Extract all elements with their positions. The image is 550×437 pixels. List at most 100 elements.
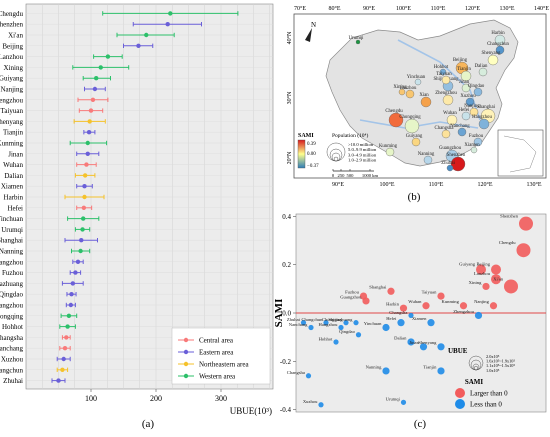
map-longitude-ticks-bottom: 90°E 100°E 110°E 120°E 130°E	[332, 181, 542, 188]
inset-outline	[503, 135, 537, 173]
legend-label: Western area	[199, 373, 236, 381]
city-scatter-point	[437, 292, 445, 300]
map-city-label: Changsha	[435, 126, 455, 131]
legend-label: Central area	[199, 337, 234, 345]
city-point	[98, 65, 103, 70]
city-label: Tianjin	[3, 129, 23, 137]
map-sami-legend: SAMI 0.39 0.00 −0.37	[297, 133, 319, 169]
sami-colorbar	[297, 139, 306, 169]
city-scatter-point	[519, 216, 533, 231]
city-scatter-point	[353, 320, 359, 326]
map-city-label: Beijing	[453, 58, 468, 63]
city-scatter-point	[482, 282, 490, 291]
city-scatter-label: Nanning	[366, 364, 383, 369]
city-label: Guangzhou	[0, 258, 23, 266]
yellow-river	[397, 39, 481, 121]
city-scatter-point	[427, 319, 435, 327]
map-city-label: Hefei	[459, 108, 470, 113]
longitude-tick-label: 120°E	[465, 5, 480, 12]
longitude-tick-label: 130°E	[526, 181, 541, 188]
panel-c-points	[300, 216, 533, 408]
city-point	[85, 151, 90, 156]
city-label: Nanning	[0, 248, 23, 256]
map-city-label: Shanghai	[477, 105, 496, 110]
city-label: Yinchuan	[0, 215, 23, 223]
population-legend-title: Population (10⁴)	[332, 132, 368, 139]
map-city-label: Xian	[419, 93, 429, 98]
map-city-label: Jinan	[459, 80, 470, 85]
city-label: Shenyang	[0, 118, 23, 126]
city-scatter-label: Xining	[469, 280, 482, 285]
map-city-marker	[446, 164, 454, 172]
map-city-label: Tianjin	[457, 67, 471, 72]
map-city-markers: Urumqi Harbin Changchun Shenyang Hohhot Dalia…	[349, 31, 510, 172]
city-scatter-point	[408, 312, 414, 319]
city-point	[56, 378, 61, 383]
city-point	[88, 108, 94, 113]
map-city-marker	[388, 112, 404, 128]
map-city-marker	[441, 75, 451, 85]
city-label: Nanjing	[0, 86, 23, 94]
city-point	[61, 356, 66, 362]
north-arrow: N	[305, 21, 316, 42]
city-scatter-label: Guangzhou	[340, 294, 362, 299]
north-arrow-icon	[305, 28, 312, 42]
panel-a-marks	[51, 11, 239, 383]
city-label: Fuzhou	[2, 269, 24, 277]
map-city-marker	[355, 39, 361, 45]
longitude-tick-label: 100°E	[396, 5, 411, 12]
city-point	[64, 335, 69, 340]
map-city-label: Nanchang	[450, 124, 470, 129]
city-label: Hangzhou	[0, 302, 23, 310]
panel-a-x-tick-label: 300	[215, 394, 227, 403]
map-city-marker	[461, 83, 471, 93]
sami-color-legend-marker	[455, 399, 465, 409]
panel-a-dot-plot: Chengdu Shenzhen Xi'an Beijing Lanzhou Xining…	[0, 3, 274, 430]
panel-a-city-labels: Chengdu Shenzhen Xi'an Beijing Lanzhou Xining…	[0, 10, 24, 385]
map-city-marker	[461, 111, 471, 121]
panel-b-map: 70°E 80°E 90°E 100°E 110°E 120°E 130°E 140°E 90…	[286, 5, 549, 203]
city-scatter-point	[437, 367, 445, 375]
city-scatter-label: Dalian	[394, 335, 407, 340]
sami-legend-mid: 0.00	[307, 152, 316, 157]
map-city-label: Hohhot	[434, 65, 449, 70]
latitude-tick-label: 20°N	[286, 151, 293, 164]
population-class-label: 3.0–4.9 million	[348, 152, 377, 157]
map-city-marker	[450, 156, 466, 172]
city-label: Jinan	[8, 150, 23, 158]
longitude-tick-label: 100°E	[379, 181, 394, 188]
longitude-tick-label: 110°E	[431, 5, 446, 12]
city-scatter-point	[491, 274, 501, 285]
ubue-legend-classes: 2.0x10⁵1.6x10⁵~1.9x10⁵1.1x10⁵~1.5x10⁵1.0…	[486, 354, 515, 373]
city-scatter-label: Beijing	[476, 262, 490, 267]
population-class-label: 5.0–9.9 million	[348, 147, 377, 152]
panel-c-y-tick-label: -0.4	[280, 406, 292, 414]
city-label: Changchun	[0, 366, 23, 374]
city-scatter-point	[382, 367, 390, 375]
map-city-marker	[470, 146, 478, 154]
ubue-class-label: 1.1x10⁵~1.5x10⁵	[486, 363, 515, 368]
city-label: Wuhan	[3, 161, 23, 169]
map-city-label: Shenzhen	[447, 153, 466, 158]
longitude-tick-label: 130°E	[499, 5, 514, 12]
city-point	[79, 238, 84, 243]
map-city-label: Qingdao	[468, 84, 485, 89]
city-scatter-point	[305, 373, 312, 379]
map-city-marker	[442, 94, 454, 106]
city-scatter-label: Guiyang	[459, 262, 476, 267]
map-scale-bar: 0 250 500 1000 km	[332, 169, 379, 178]
city-point	[66, 313, 72, 318]
city-label: Guiyang	[0, 75, 23, 83]
city-scatter-point	[437, 343, 445, 351]
city-point	[70, 281, 76, 286]
map-city-marker	[465, 97, 475, 107]
legend-marker	[183, 361, 189, 367]
city-scatter-label: Xiamen	[412, 316, 427, 321]
city-label: Hohhot	[2, 323, 23, 331]
city-scatter-label: Qingdao	[339, 329, 356, 334]
south-china-sea-inset	[497, 129, 544, 177]
map-city-label: Guangzhou	[439, 146, 462, 151]
legend-marker	[183, 337, 189, 343]
city-label: Lanzhou	[0, 53, 23, 61]
